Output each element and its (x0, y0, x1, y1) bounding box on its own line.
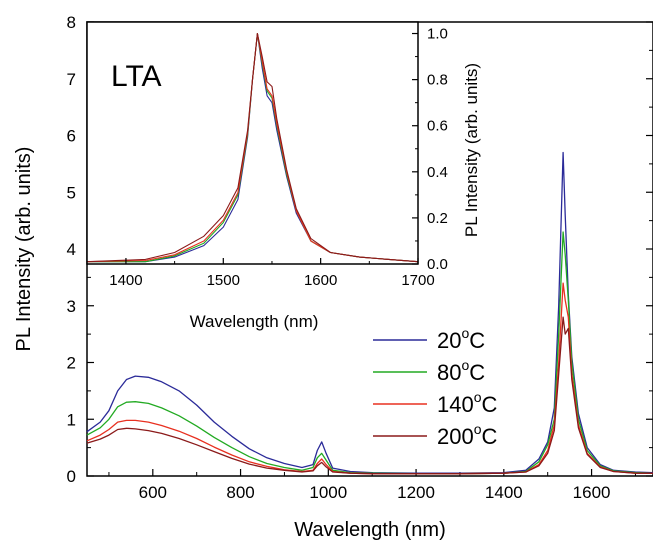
legend-label-degree: o (461, 357, 469, 373)
legend-label: 140oC (437, 389, 498, 417)
legend-label-unit: C (482, 392, 498, 417)
inset-y-axis-title: PL Intensity (arb. units) (462, 63, 481, 237)
main-y-tick-label: 8 (67, 13, 76, 32)
main-y-tick-label: 2 (67, 354, 76, 373)
inset-y-tick-label: 0.6 (427, 118, 448, 135)
main-y-tick-label: 7 (67, 70, 76, 89)
legend-label: 20oC (437, 325, 485, 353)
main-y-tick-label: 1 (67, 410, 76, 429)
legend-label-unit: C (469, 328, 485, 353)
inset-x-tick-label: 1600 (304, 272, 337, 289)
main-x-tick-label: 800 (226, 483, 254, 502)
legend-label-unit: C (482, 424, 498, 449)
legend-label-unit: C (469, 360, 485, 385)
legend-label-value: 140 (437, 392, 474, 417)
inset-series-line-3 (86, 32, 419, 263)
legend-entry: 20oC (373, 325, 485, 353)
main-ticks: 600 800 1000 1200 1400 1600 0 1 2 3 4 5 6 7 8 (67, 13, 653, 502)
legend-label: 200oC (437, 421, 498, 449)
inset-y-tick-label: 0.2 (427, 210, 448, 227)
main-x-tick-label: 1200 (397, 483, 435, 502)
inset-y-tick-label: 0.0 (427, 256, 448, 273)
main-x-tick-label: 1400 (485, 483, 523, 502)
main-series-line-3 (86, 316, 653, 475)
main-x-axis-title: Wavelength (nm) (294, 519, 446, 541)
main-series-line-1 (86, 231, 653, 475)
inset-series (86, 32, 419, 263)
inset-y-tick-label: 0.8 (427, 72, 448, 89)
inset-y-tick-label: 1.0 (427, 26, 448, 43)
legend-label-value: 20 (437, 328, 461, 353)
main-series (86, 151, 653, 475)
legend-entry: 140oC (373, 389, 498, 417)
main-x-tick-label: 1000 (309, 483, 347, 502)
legend-label: 80oC (437, 357, 485, 385)
inset-x-axis-title: Wavelength (nm) (190, 312, 319, 331)
inset-x-tick-label: 1700 (401, 272, 434, 289)
legend-label-degree: o (474, 421, 482, 437)
legend-label-degree: o (461, 325, 469, 341)
legend-label-value: 80 (437, 360, 461, 385)
main-x-tick-label: 600 (139, 483, 167, 502)
main-y-tick-label: 6 (67, 127, 76, 146)
main-y-tick-label: 0 (67, 467, 76, 486)
main-y-tick-label: 3 (67, 297, 76, 316)
legend-entry: 80oC (373, 357, 485, 385)
inset-y-tick-label: 0.4 (427, 164, 448, 181)
main-x-tick-label: 1600 (573, 483, 611, 502)
inset-frame (86, 21, 419, 265)
main-y-axis-title: PL Intensity (arb. units) (13, 147, 35, 352)
main-y-tick-label: 4 (67, 240, 76, 259)
legend-label-value: 200 (437, 424, 474, 449)
legend-label-degree: o (474, 389, 482, 405)
inset-background (87, 22, 418, 264)
inset-x-tick-label: 1500 (207, 272, 240, 289)
inset-x-tick-label: 1400 (109, 272, 142, 289)
main-y-tick-label: 5 (67, 183, 76, 202)
legend-entry: 200oC (373, 421, 498, 449)
inset-title: LTA (111, 60, 162, 93)
